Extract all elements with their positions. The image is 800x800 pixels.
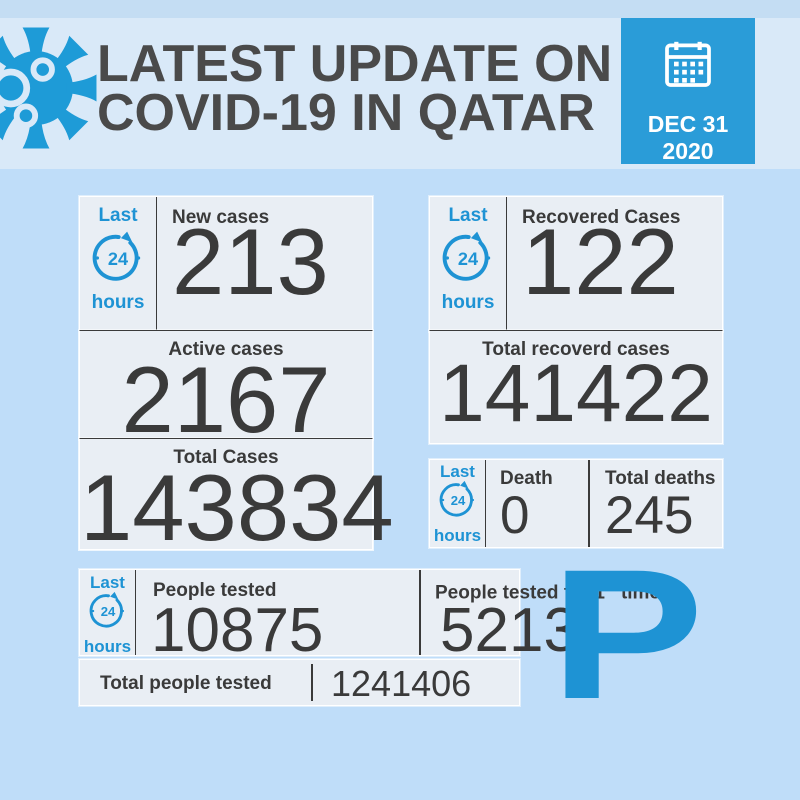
svg-text:24: 24 bbox=[458, 249, 478, 269]
svg-text:24: 24 bbox=[108, 249, 128, 269]
svg-text:24: 24 bbox=[450, 493, 465, 508]
svg-text:24: 24 bbox=[100, 604, 115, 619]
